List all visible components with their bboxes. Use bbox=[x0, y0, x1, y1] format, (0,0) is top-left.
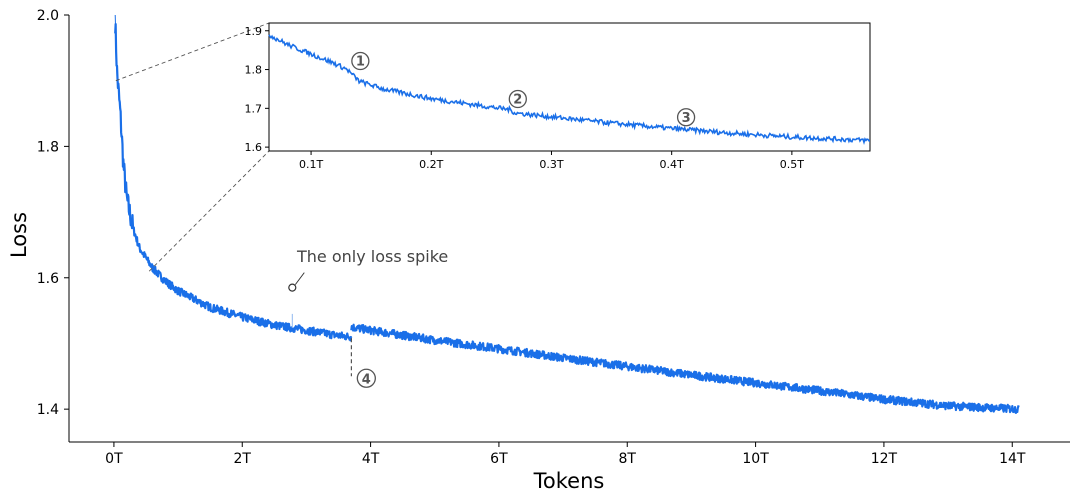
inset-loss-series bbox=[268, 34, 871, 145]
initial-loss-trace bbox=[114, 14, 118, 81]
inset-x-tick-label: 0.1T bbox=[299, 158, 323, 171]
marker-1: 1 bbox=[351, 51, 370, 71]
spike-annotation-leader bbox=[294, 272, 305, 285]
marker-4-label: 4 bbox=[362, 372, 371, 387]
x-tick-label: 12T bbox=[871, 451, 898, 467]
inset-y-tick-label: 1.8 bbox=[245, 64, 263, 77]
annotations: The only loss spike bbox=[296, 247, 448, 266]
inset-x-tick-label: 0.4T bbox=[660, 158, 684, 171]
inset-x-tick-label: 0.5T bbox=[780, 158, 804, 171]
y-tick-label: 2.0 bbox=[37, 8, 59, 24]
inset-y-tick-label: 1.9 bbox=[245, 25, 263, 38]
x-tick-label: 4T bbox=[362, 451, 380, 467]
x-tick-label: 8T bbox=[619, 451, 637, 467]
x-tick-label: 6T bbox=[490, 451, 508, 467]
x-tick-label: 10T bbox=[742, 451, 769, 467]
marker-4-circle bbox=[356, 368, 376, 388]
zoom-line-top bbox=[115, 22, 270, 82]
y-tick-label: 1.4 bbox=[37, 402, 59, 418]
loss-series-2 bbox=[350, 323, 1020, 414]
marker-4: 4 bbox=[356, 368, 376, 388]
x-tick-label: 0T bbox=[105, 451, 123, 467]
inset-y-tick-label: 1.6 bbox=[245, 141, 263, 154]
marker-1-circle bbox=[351, 51, 370, 71]
spike-annotation: The only loss spike bbox=[296, 247, 448, 266]
y-tick-label: 1.8 bbox=[37, 139, 59, 155]
inset-frame bbox=[268, 22, 871, 152]
zoom-line-bottom bbox=[148, 150, 270, 272]
main-plot: 0T 2T 4T 6T 8T 10T 12T 14T 1.4 1.6 1.8 2.0 4 bbox=[37, 8, 1070, 467]
x-tick-label: 2T bbox=[234, 451, 252, 467]
inset-x-tick-label: 0.2T bbox=[419, 158, 443, 171]
y-axis-label: Loss bbox=[7, 212, 31, 258]
inset-x-tick-label: 0.3T bbox=[539, 158, 563, 171]
marker-2: 2 bbox=[508, 89, 527, 109]
x-tick-label: 14T bbox=[999, 451, 1026, 467]
inset-plot: 0.1T 0.2T 0.3T 0.4T 0.5T 1.6 1.7 1.8 1.9 1 2 3 bbox=[245, 22, 871, 171]
marker-2-circle bbox=[508, 89, 527, 109]
marker-3-circle bbox=[676, 108, 696, 127]
inset-y-tick-label: 1.7 bbox=[245, 102, 263, 115]
marker-2-label: 2 bbox=[513, 93, 522, 108]
spike-point bbox=[288, 283, 297, 292]
zoom-connector-lines bbox=[115, 22, 270, 272]
loss-series-1 bbox=[114, 22, 353, 342]
y-tick-label: 1.6 bbox=[37, 271, 59, 287]
marker-3: 3 bbox=[676, 108, 696, 127]
marker-3-label: 3 bbox=[682, 111, 691, 126]
x-axis-label: Tokens bbox=[533, 469, 605, 493]
marker-1-label: 1 bbox=[356, 55, 365, 70]
